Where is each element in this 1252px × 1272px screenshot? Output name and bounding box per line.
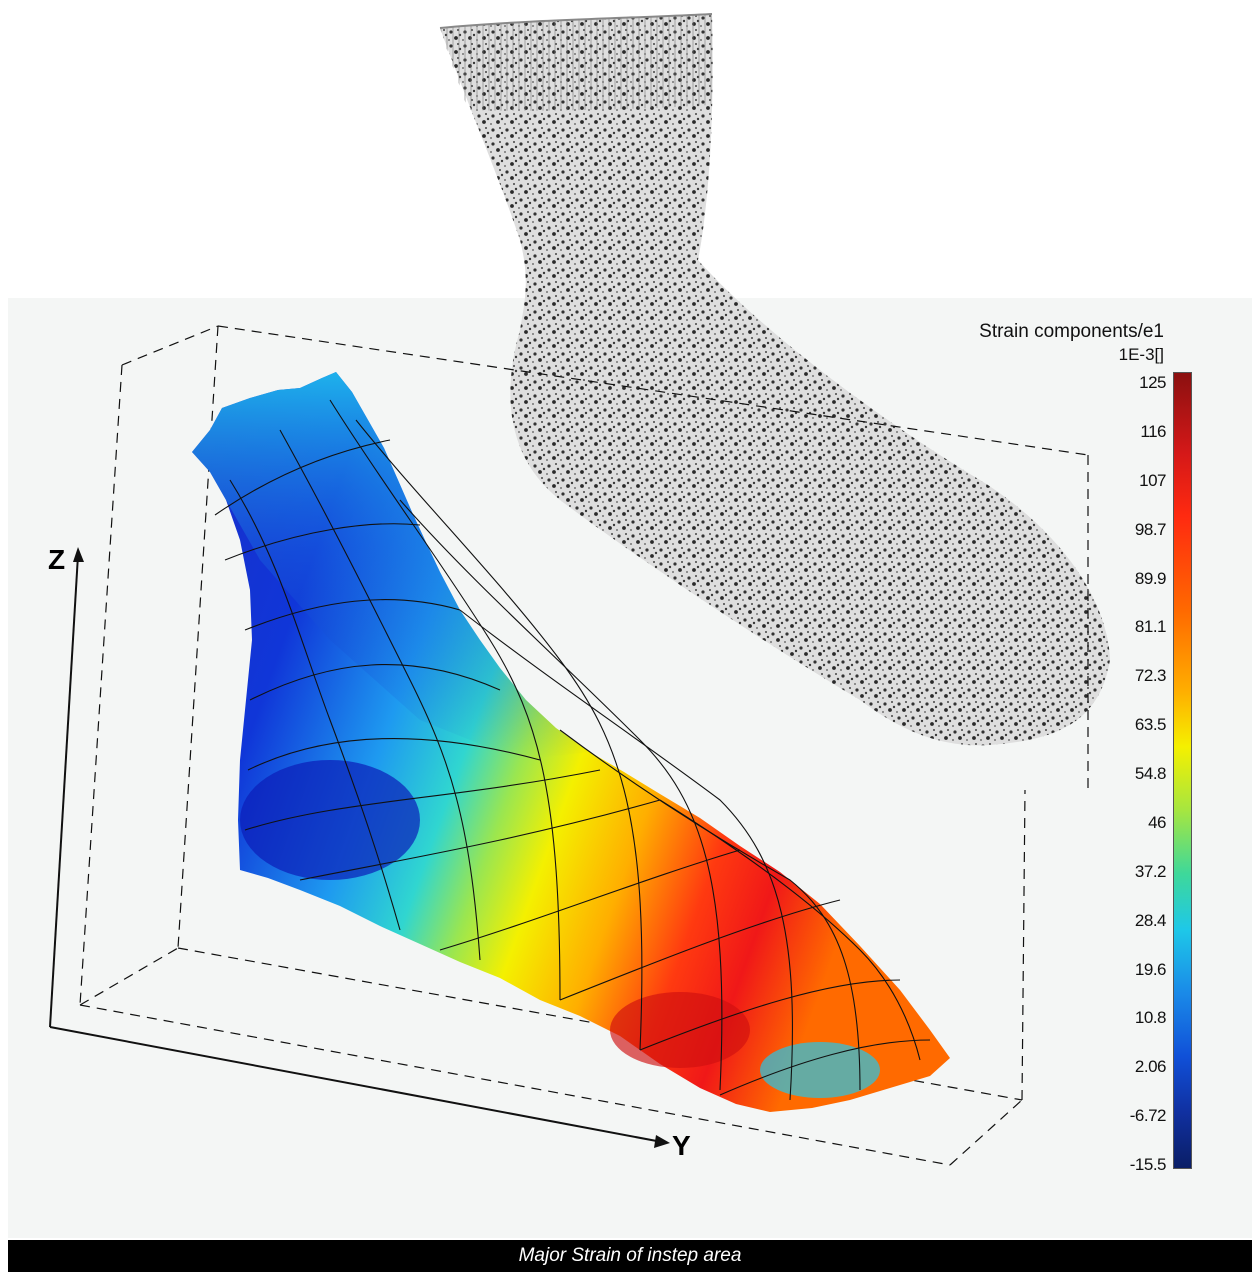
legend-title: Strain components/e1 xyxy=(979,321,1164,342)
legend-unit: 1E-3[] xyxy=(1118,345,1164,364)
colorbar-tick-label: 98.7 xyxy=(1134,519,1167,539)
colorbar-tick-label: 63.5 xyxy=(1134,715,1167,735)
colorbar-tick-label: 54.8 xyxy=(1134,764,1167,783)
colorbar-tick-label: -15.5 xyxy=(1129,1155,1167,1174)
colorbar-tick-label: 72.3 xyxy=(1134,666,1167,686)
colorbar xyxy=(1173,372,1192,1169)
colorbar-tick-label: 89.9 xyxy=(1134,568,1167,588)
cool-toe-zone xyxy=(760,1042,880,1098)
axes xyxy=(49,547,670,1148)
colorbar-tick-label: 28.4 xyxy=(1134,910,1167,930)
colorbar-tick-label: 107 xyxy=(1139,470,1166,490)
colorbar-tick-label: 10.8 xyxy=(1134,1008,1167,1028)
colorbar-tick-label: 125 xyxy=(1139,373,1166,392)
z-axis-arrow xyxy=(73,547,84,562)
colorbar-tick-label: 2.06 xyxy=(1134,1057,1167,1077)
mesh-grid xyxy=(214,399,931,1101)
colorbar-tick-label: 37.2 xyxy=(1134,861,1167,881)
colorbar-tick-label: 46 xyxy=(1148,812,1166,832)
figure-caption: Major Strain of instep area xyxy=(518,1245,742,1266)
y-axis-arrow xyxy=(654,1135,670,1148)
colorbar-tick-label: -6.72 xyxy=(1129,1106,1167,1126)
sock-image xyxy=(439,13,1110,746)
z-axis-label: Z xyxy=(48,544,66,575)
strain-field xyxy=(192,372,950,1112)
caption-bar: Major Strain of instep area xyxy=(8,1240,1252,1272)
y-axis-line xyxy=(49,1026,663,1143)
z-axis-line xyxy=(49,554,79,1028)
y-axis-label: Y xyxy=(672,1130,691,1161)
scene-3d xyxy=(49,13,1110,1166)
colorbar-tick-label: 19.6 xyxy=(1134,959,1167,979)
high-strain-zone xyxy=(610,992,750,1068)
colorbar-tick-label: 81.1 xyxy=(1134,617,1167,637)
colorbar-tick-label: 116 xyxy=(1140,421,1166,441)
